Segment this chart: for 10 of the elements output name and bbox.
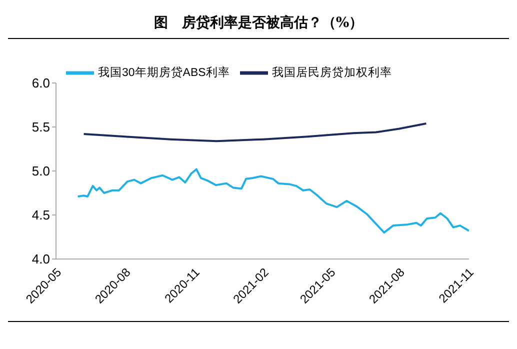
y-tick-label: 5.5 — [32, 120, 50, 135]
y-tick-label: 4.0 — [32, 252, 50, 267]
legend-label: 我国居民房贷加权利率 — [272, 67, 392, 80]
chart-title: 图 房贷利率是否被高估？（%） — [8, 8, 509, 39]
line-series — [76, 168, 469, 234]
y-tick-label: 4.5 — [32, 208, 50, 223]
y-tick-label: 5.0 — [32, 164, 50, 179]
legend-label: 我国30年期房贷ABS利率 — [98, 67, 230, 80]
y-tick-label: 6.0 — [32, 76, 50, 91]
line-series — [82, 122, 428, 142]
